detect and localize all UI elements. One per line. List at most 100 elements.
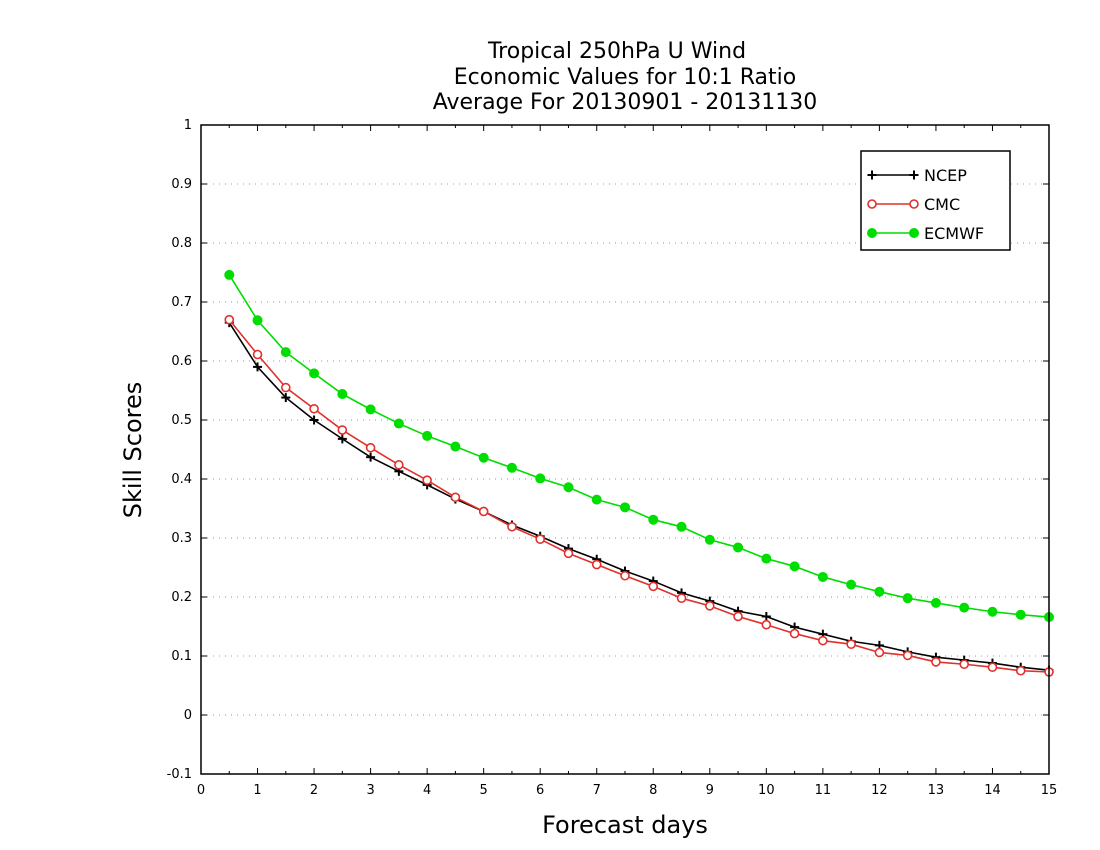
y-axis-label: Skill Scores <box>119 382 147 519</box>
y-tick-label: 0.4 <box>171 472 192 487</box>
data-point-ecmwf <box>733 542 744 553</box>
data-point-ecmwf <box>280 347 291 358</box>
data-point-cmc <box>535 534 546 544</box>
data-point-ecmwf <box>535 473 546 484</box>
series-line-cmc <box>228 319 1050 673</box>
x-tick-label: 4 <box>423 783 431 798</box>
data-point-cmc <box>1015 665 1026 676</box>
data-point-ecmwf <box>393 418 404 429</box>
x-tick-label: 14 <box>984 783 1001 798</box>
data-point-cmc <box>394 460 404 470</box>
data-point-cmc <box>818 635 828 646</box>
x-tick-label: 11 <box>815 783 832 798</box>
y-tick-label: 0.1 <box>171 649 192 664</box>
data-point-ncep <box>281 393 291 403</box>
data-point-ecmwf <box>478 452 489 463</box>
data-point-cmc <box>591 559 602 570</box>
data-point-cmc <box>365 442 376 453</box>
data-point-ecmwf <box>817 571 828 582</box>
data-point-cmc <box>648 581 659 592</box>
y-tick-label: 0.6 <box>171 354 192 369</box>
data-point-cmc <box>478 506 489 517</box>
x-tick-label: 9 <box>706 783 714 798</box>
data-point-cmc <box>450 492 461 503</box>
data-point-ecmwf <box>422 430 433 441</box>
data-point-ecmwf <box>365 404 376 415</box>
plot-frame <box>200 124 1050 775</box>
data-point-ecmwf <box>874 586 885 597</box>
x-tick-label: 13 <box>928 783 945 798</box>
data-point-ecmwf <box>789 561 800 572</box>
data-point-cmc <box>959 659 970 670</box>
data-point-ecmwf <box>252 315 263 326</box>
x-tick-label: 7 <box>593 783 601 798</box>
y-tick-label: 0.9 <box>171 177 192 192</box>
x-tick-label: 12 <box>871 783 888 798</box>
y-tick-label: 1 <box>184 118 192 133</box>
data-point-ecmwf <box>450 441 461 452</box>
data-point-cmc <box>422 475 432 485</box>
data-point-ecmwf <box>704 534 715 545</box>
data-point-cmc <box>280 382 291 393</box>
data-point-ncep <box>337 434 347 444</box>
title-line-2: Economic Values for 10:1 Ratio <box>454 65 796 90</box>
data-point-cmc <box>620 570 630 581</box>
y-tick-label: 0.8 <box>171 236 192 251</box>
data-point-ecmwf <box>337 389 348 400</box>
legend-label-ecmwf: ECMWF <box>924 224 984 243</box>
data-point-ncep <box>366 452 376 462</box>
data-point-ecmwf <box>987 606 998 617</box>
series-layer <box>224 269 1054 677</box>
data-point-cmc <box>224 314 235 325</box>
legend-item-ncep: NCEP <box>867 166 967 185</box>
series-ecmwf <box>224 269 1054 623</box>
axes: -0.100.10.20.30.40.50.60.70.80.910 1 2 3 4 5 6… <box>167 118 1058 798</box>
series-ncep <box>224 318 1054 675</box>
x-tick-label: 15 <box>1041 783 1058 798</box>
legend-marker-ncep <box>909 170 919 180</box>
y-tick-label: 0.3 <box>171 531 192 546</box>
data-point-ecmwf <box>676 521 687 532</box>
legend-marker-cmc <box>909 199 919 209</box>
data-point-cmc <box>902 650 913 661</box>
data-point-cmc <box>733 611 743 622</box>
data-point-cmc <box>704 601 715 611</box>
x-tick-label: 5 <box>480 783 488 798</box>
data-point-cmc <box>846 639 856 650</box>
data-point-ncep <box>253 362 263 372</box>
data-point-cmc <box>874 647 885 658</box>
y-tick-label: 0.7 <box>171 295 192 310</box>
legend-item-ecmwf: ECMWF <box>867 224 984 243</box>
legend: NCEP CMC ECMWF <box>860 150 1011 251</box>
legend-marker-ncep <box>867 170 877 180</box>
data-point-ecmwf <box>959 602 970 613</box>
data-point-ecmwf <box>846 579 857 590</box>
chart-title: Tropical 250hPa U Wind Economic Values f… <box>433 39 818 115</box>
legend-item-cmc: CMC <box>867 195 960 214</box>
data-point-ncep <box>309 415 319 425</box>
data-point-ecmwf <box>620 502 630 513</box>
legend-marker-ecmwf <box>909 228 919 238</box>
x-tick-label: 1 <box>253 783 261 798</box>
data-point-ecmwf <box>309 368 320 379</box>
data-point-ncep <box>761 611 771 621</box>
data-point-ecmwf <box>224 269 235 280</box>
data-point-cmc <box>676 593 687 603</box>
data-point-ecmwf <box>1015 609 1026 620</box>
data-point-ecmwf <box>591 494 602 505</box>
x-axis-label: Forecast days <box>542 811 708 839</box>
x-tick-label: 6 <box>536 783 544 798</box>
x-tick-label: 0 <box>197 783 205 798</box>
title-line-1: Tropical 250hPa U Wind <box>487 39 746 64</box>
gridlines <box>201 183 1049 716</box>
data-point-cmc <box>507 521 517 532</box>
title-line-3: Average For 20130901 - 20131130 <box>433 90 818 115</box>
y-tick-label: -0.1 <box>167 767 192 782</box>
data-point-ecmwf <box>563 482 574 493</box>
series-line-ncep <box>228 322 1050 671</box>
data-point-ecmwf <box>506 462 517 473</box>
y-tick-label: 0 <box>184 708 192 723</box>
data-point-cmc <box>987 662 998 673</box>
data-point-cmc <box>252 349 263 360</box>
